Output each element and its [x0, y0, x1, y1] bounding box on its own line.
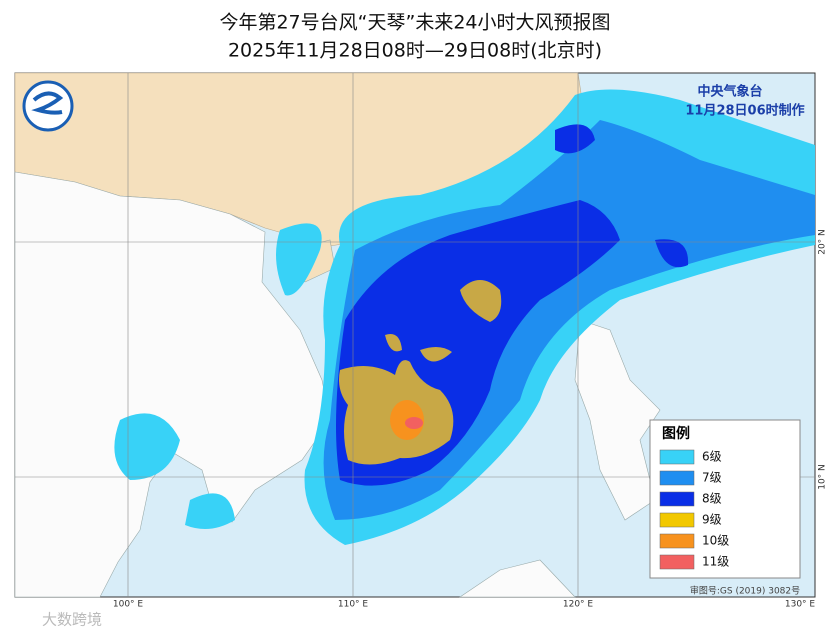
map — [14, 72, 816, 598]
borneo — [459, 559, 576, 598]
legend: 图例 6级 7级 8级 9级 10级 11级 — [649, 419, 801, 579]
watermark: 大数跨境 — [42, 611, 102, 629]
longitude-label: 130° E — [785, 600, 816, 610]
approval: 审图号:GS (2019) 3082号 — [690, 585, 800, 597]
legend-label: 6级 — [702, 450, 722, 464]
legend-label: 9级 — [702, 513, 722, 527]
latitude-label: 20° N — [818, 229, 828, 255]
zone-8-small — [555, 124, 689, 268]
longitude-label: 110° E — [338, 600, 369, 610]
latitude-label: 10° N — [818, 464, 828, 490]
issued: 11月28日06时制作 — [685, 103, 804, 119]
longitude-label: 100° E — [113, 600, 144, 610]
longitude-label: 120° E — [563, 600, 594, 610]
zone-6-land — [114, 413, 235, 529]
legend-label: 10级 — [702, 534, 729, 548]
legend-label: 7级 — [702, 471, 722, 485]
legend-box — [649, 419, 801, 579]
legend-title: 图例 — [662, 425, 690, 442]
axes: 100° E 110° E 120° E 130° E 20° N 10° N — [113, 229, 828, 609]
legend-swatch — [659, 491, 695, 507]
legend-swatch — [659, 554, 695, 570]
indochina — [14, 171, 331, 598]
legend-label: 11级 — [702, 555, 729, 569]
legend-swatch — [659, 533, 695, 549]
zone-9 — [339, 280, 502, 465]
zone-11 — [405, 417, 423, 429]
logo-mark — [31, 91, 64, 115]
zone-6-west — [276, 223, 322, 296]
title: 今年第27号台风“天琴”未来24小时大风预报图 — [219, 12, 610, 34]
legend-swatch — [659, 470, 695, 486]
legend-swatch — [659, 512, 695, 528]
agency: 中央气象台 — [697, 84, 762, 100]
legend-swatch — [659, 449, 695, 465]
legend-label: 8级 — [702, 492, 722, 506]
subtitle: 2025年11月28日08时—29日08时(北京时) — [228, 40, 602, 62]
